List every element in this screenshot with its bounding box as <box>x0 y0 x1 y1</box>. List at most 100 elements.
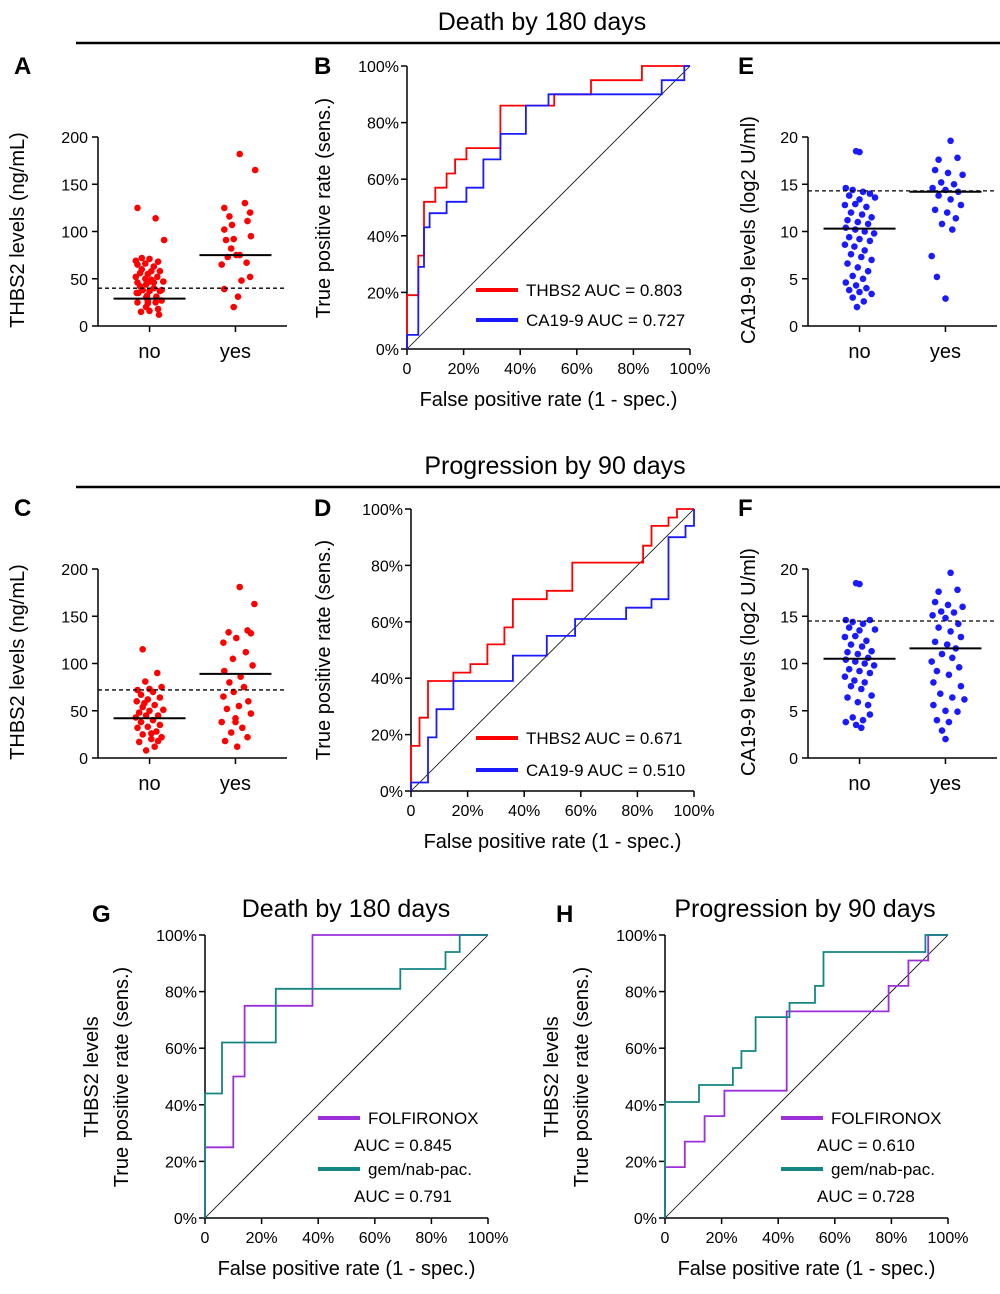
data-point <box>950 181 958 188</box>
data-point <box>937 179 945 186</box>
data-point <box>856 235 863 243</box>
legend-label-1: FOLFIRONOX <box>831 1109 942 1128</box>
data-point <box>930 679 937 686</box>
category-label-no: no <box>848 773 870 795</box>
data-point <box>868 290 875 298</box>
x-axis-label: False positive rate (1 - spec.) <box>424 831 682 853</box>
x-tick-label: 20% <box>706 1230 738 1247</box>
legend-label-2: gem/nab-pac. <box>831 1160 935 1179</box>
data-point <box>139 646 146 653</box>
data-point <box>841 673 849 680</box>
y-axis-label: CA19-9 levels (log2 U/ml) <box>738 116 760 344</box>
data-point <box>845 192 853 199</box>
y-tick-label: 150 <box>61 609 88 626</box>
data-point <box>852 282 860 289</box>
data-point <box>230 303 237 311</box>
y-axis-label-secondary: THBS2 levels <box>541 1016 563 1137</box>
data-point <box>954 154 961 162</box>
x-tick-label: 20% <box>448 361 480 378</box>
data-point <box>154 258 162 266</box>
data-point <box>871 626 879 633</box>
data-point <box>871 194 879 201</box>
data-point <box>866 616 874 624</box>
data-point <box>954 586 961 594</box>
y-tick-label: 0 <box>789 751 798 768</box>
y-tick-label: 100% <box>156 928 197 945</box>
data-point <box>929 612 936 619</box>
panel-letter-c: C <box>14 495 31 522</box>
data-point <box>134 299 141 306</box>
data-point <box>868 647 875 655</box>
x-tick-label: 60% <box>561 361 593 378</box>
data-point <box>243 259 250 267</box>
data-point <box>944 169 952 177</box>
y-tick-label: 20% <box>165 1154 197 1171</box>
reference-diagonal <box>664 934 949 1219</box>
data-point <box>943 209 951 216</box>
y-tick-label: 10 <box>780 657 798 674</box>
y-tick-label: 100% <box>362 502 403 519</box>
x-tick-label: 0 <box>407 803 416 820</box>
y-tick-label: 50 <box>70 272 88 289</box>
data-point <box>943 641 951 648</box>
data-point <box>952 215 960 222</box>
data-point <box>144 723 152 731</box>
data-point <box>241 199 249 207</box>
panel-g-roc-by-regimen: 0% 20% 40% 60% 80% 100% 0 20% 40% 60% 80% 100% False… <box>81 895 508 1280</box>
data-point <box>955 664 963 671</box>
data-point <box>959 603 966 611</box>
y-tick-label: 0% <box>634 1211 657 1228</box>
x-axis-label: False positive rate (1 - spec.) <box>218 1258 476 1280</box>
data-point <box>141 699 148 707</box>
x-tick-label: 20% <box>452 803 484 820</box>
data-point <box>842 279 850 286</box>
data-point <box>151 701 158 709</box>
data-point <box>945 671 953 679</box>
y-tick-label: 0% <box>376 342 399 359</box>
data-point <box>858 643 866 650</box>
data-point <box>870 230 878 237</box>
y-axis-label: CA19-9 levels (log2 U/ml) <box>738 548 760 776</box>
y-tick-label: 60% <box>625 1041 657 1058</box>
data-point <box>861 247 868 254</box>
data-point <box>133 698 140 705</box>
data-point <box>957 682 965 690</box>
roc-series-line-2 <box>406 65 690 349</box>
y-tick-label: 10 <box>780 225 798 242</box>
category-label-yes: yes <box>220 773 251 795</box>
data-point <box>851 677 858 684</box>
x-tick-label: 100% <box>928 1230 969 1247</box>
x-tick-label: 40% <box>302 1230 334 1247</box>
x-tick-label: 60% <box>359 1230 391 1247</box>
data-point <box>134 724 141 732</box>
chart-title: Progression by 90 days <box>674 895 935 923</box>
y-tick-label: 0 <box>79 751 88 768</box>
data-point <box>240 683 248 691</box>
data-point <box>947 628 954 635</box>
y-tick-label: 200 <box>61 562 88 579</box>
data-point <box>142 747 150 754</box>
y-tick-label: 40% <box>625 1098 657 1115</box>
data-point <box>244 217 251 225</box>
data-point <box>134 204 141 212</box>
data-point <box>859 275 867 283</box>
y-tick-label: 60% <box>371 615 403 632</box>
data-point <box>938 727 946 734</box>
data-point <box>146 707 153 715</box>
data-point <box>957 633 965 641</box>
data-point <box>864 701 872 709</box>
data-point <box>154 273 161 281</box>
data-point <box>938 650 946 658</box>
data-point <box>132 273 140 281</box>
data-point <box>841 633 849 641</box>
data-point <box>245 698 252 705</box>
legend-label-2: gem/nab-pac. <box>368 1160 472 1179</box>
data-point <box>220 693 227 700</box>
roc-series-line-2 <box>204 934 488 1218</box>
section-title-top: Death by 180 days <box>438 8 646 36</box>
data-point <box>935 156 942 163</box>
data-point <box>866 669 874 677</box>
y-tick-label: 100% <box>616 928 657 945</box>
panel-letter-f: F <box>738 495 753 522</box>
reference-diagonal <box>410 508 695 792</box>
